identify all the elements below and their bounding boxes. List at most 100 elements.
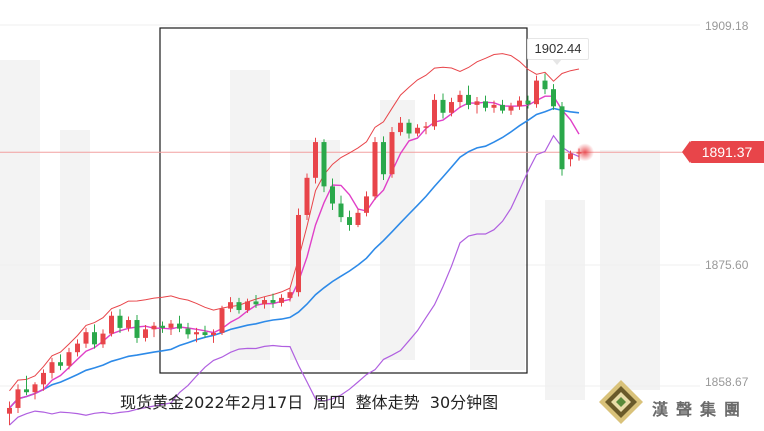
candle-body <box>66 352 72 366</box>
candle-body <box>321 142 327 187</box>
candle <box>100 329 106 348</box>
candle <box>525 95 531 109</box>
candle-body <box>32 384 38 393</box>
candle <box>568 150 573 167</box>
candle <box>338 195 344 223</box>
y-tick-low: 1858.67 <box>705 375 749 389</box>
candle <box>143 325 148 342</box>
candle-body <box>185 328 191 335</box>
candle <box>432 94 437 130</box>
last-price-dot <box>576 143 594 162</box>
candle <box>415 124 420 137</box>
candle-body <box>398 122 403 133</box>
candle <box>262 296 267 309</box>
candle-body <box>372 142 378 197</box>
candle-body <box>245 301 250 311</box>
diamond-logo-icon <box>599 380 643 424</box>
chart-title: 现货黄金2022年2月17日 周四 整体走势 30分钟图 <box>120 393 499 412</box>
candle-body <box>500 104 505 111</box>
candle <box>49 357 55 379</box>
candle <box>449 97 454 117</box>
candle-body <box>219 308 225 333</box>
highlight-box <box>159 27 528 374</box>
candle-body <box>279 297 284 303</box>
candle-body <box>253 301 259 305</box>
candle <box>517 96 522 110</box>
candle-body <box>423 126 429 128</box>
candle-body <box>389 132 395 175</box>
candle-body <box>100 333 106 345</box>
candle <box>364 191 369 217</box>
candle-body <box>41 372 46 385</box>
candle <box>423 122 429 135</box>
candle-body <box>177 323 182 329</box>
candle <box>372 137 378 200</box>
candle <box>160 321 165 333</box>
candle-body <box>24 389 29 393</box>
candle <box>500 99 505 114</box>
candle <box>483 95 488 112</box>
candle-body <box>559 106 565 170</box>
candle <box>321 139 327 193</box>
candle <box>347 210 352 231</box>
candle-body <box>211 332 216 336</box>
candle <box>389 127 395 178</box>
last-price-badge: 1891.37 <box>682 141 764 163</box>
candle <box>457 90 463 108</box>
candle-body <box>296 214 301 293</box>
candle <box>534 75 539 108</box>
candle <box>109 311 114 337</box>
candle <box>313 137 318 184</box>
candle-body <box>83 332 89 344</box>
candle <box>228 297 233 313</box>
candle-body <box>440 99 446 113</box>
candle <box>559 102 565 176</box>
candle <box>236 297 242 314</box>
candle-body <box>202 332 208 336</box>
candle <box>551 84 556 110</box>
candle <box>185 322 191 339</box>
candle <box>542 73 548 95</box>
candle-body <box>355 212 361 225</box>
candle-body <box>117 315 123 328</box>
candle-body <box>491 104 497 108</box>
candle <box>296 208 301 297</box>
candle-body <box>517 100 522 107</box>
candle <box>219 305 225 336</box>
candle <box>194 327 199 343</box>
candle-body <box>168 323 174 328</box>
candle-body <box>92 332 97 345</box>
candle <box>245 298 250 313</box>
bollinger-lower-line <box>9 134 580 426</box>
candle-body <box>542 80 548 90</box>
y-tick-mid: 1875.60 <box>705 258 749 272</box>
candle <box>279 294 284 307</box>
candle <box>151 322 157 338</box>
candle <box>211 329 216 343</box>
candle-body <box>466 94 471 105</box>
candle-body <box>58 362 63 366</box>
candle-body <box>75 343 80 353</box>
candle <box>134 315 140 343</box>
candle-body <box>330 186 335 204</box>
candle <box>304 173 310 220</box>
candle <box>508 102 514 115</box>
candle-body <box>525 100 531 105</box>
bollinger-upper-line <box>9 53 580 392</box>
candle <box>7 401 12 426</box>
candle <box>253 295 259 308</box>
candle-body <box>474 101 480 105</box>
candle <box>83 327 89 348</box>
candle-body <box>270 300 276 303</box>
candle-body <box>347 217 352 225</box>
candle-body <box>483 101 488 108</box>
candle-body <box>508 106 514 111</box>
logo-text: 漢聲集團 <box>652 400 749 419</box>
candle-body <box>568 153 573 160</box>
candle <box>491 100 497 113</box>
candle-body <box>151 325 157 330</box>
candle-body <box>364 196 369 213</box>
candle-body <box>449 102 454 113</box>
candle <box>355 209 361 228</box>
